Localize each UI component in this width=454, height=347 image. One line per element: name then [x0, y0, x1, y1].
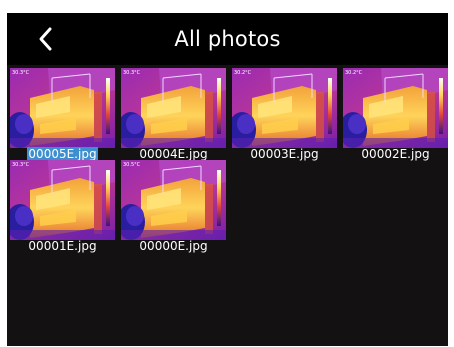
- thermal-image: 30.3°C: [10, 160, 115, 240]
- chevron-left-icon: [39, 27, 52, 51]
- temperature-readout: 30.5°C: [123, 162, 141, 168]
- photo-filename: 00003E.jpg: [250, 147, 319, 161]
- temperature-readout: 30.3°C: [12, 162, 30, 168]
- header-bar: All photos: [7, 13, 448, 65]
- photo-filename: 00004E.jpg: [139, 147, 208, 161]
- photo-grid: 30.3°C 00005E.jpg: [7, 68, 448, 268]
- photo-filename: 00005E.jpg: [27, 147, 98, 161]
- thermal-image: 30.5°C: [121, 160, 226, 240]
- gallery-screen: All photos: [7, 13, 448, 346]
- temperature-readout: 30.3°C: [123, 70, 141, 76]
- thermal-image: 30.3°C: [121, 68, 226, 148]
- back-button[interactable]: [31, 23, 61, 55]
- photo-filename: 00002E.jpg: [361, 147, 430, 161]
- photo-filename: 00001E.jpg: [28, 239, 97, 253]
- temperature-readout: 30.3°C: [12, 70, 30, 76]
- photo-thumbnail[interactable]: 30.5°C 00000E.jpg: [121, 160, 226, 253]
- thermal-image: 30.3°C: [10, 68, 115, 148]
- page-title: All photos: [174, 27, 281, 51]
- thermal-image: 30.2°C: [232, 68, 337, 148]
- thermal-image: 30.2°C: [343, 68, 448, 148]
- temperature-readout: 30.2°C: [234, 70, 252, 76]
- photo-filename: 00000E.jpg: [139, 239, 208, 253]
- photo-thumbnail[interactable]: 30.3°C 00004E.jpg: [121, 68, 226, 161]
- temperature-readout: 30.2°C: [345, 70, 363, 76]
- photo-thumbnail[interactable]: 30.2°C 00003E.jpg: [232, 68, 337, 161]
- photo-thumbnail[interactable]: 30.3°C 00001E.jpg: [10, 160, 115, 253]
- photo-thumbnail[interactable]: 30.3°C 00005E.jpg: [10, 68, 115, 161]
- photo-thumbnail[interactable]: 30.2°C 00002E.jpg: [343, 68, 448, 161]
